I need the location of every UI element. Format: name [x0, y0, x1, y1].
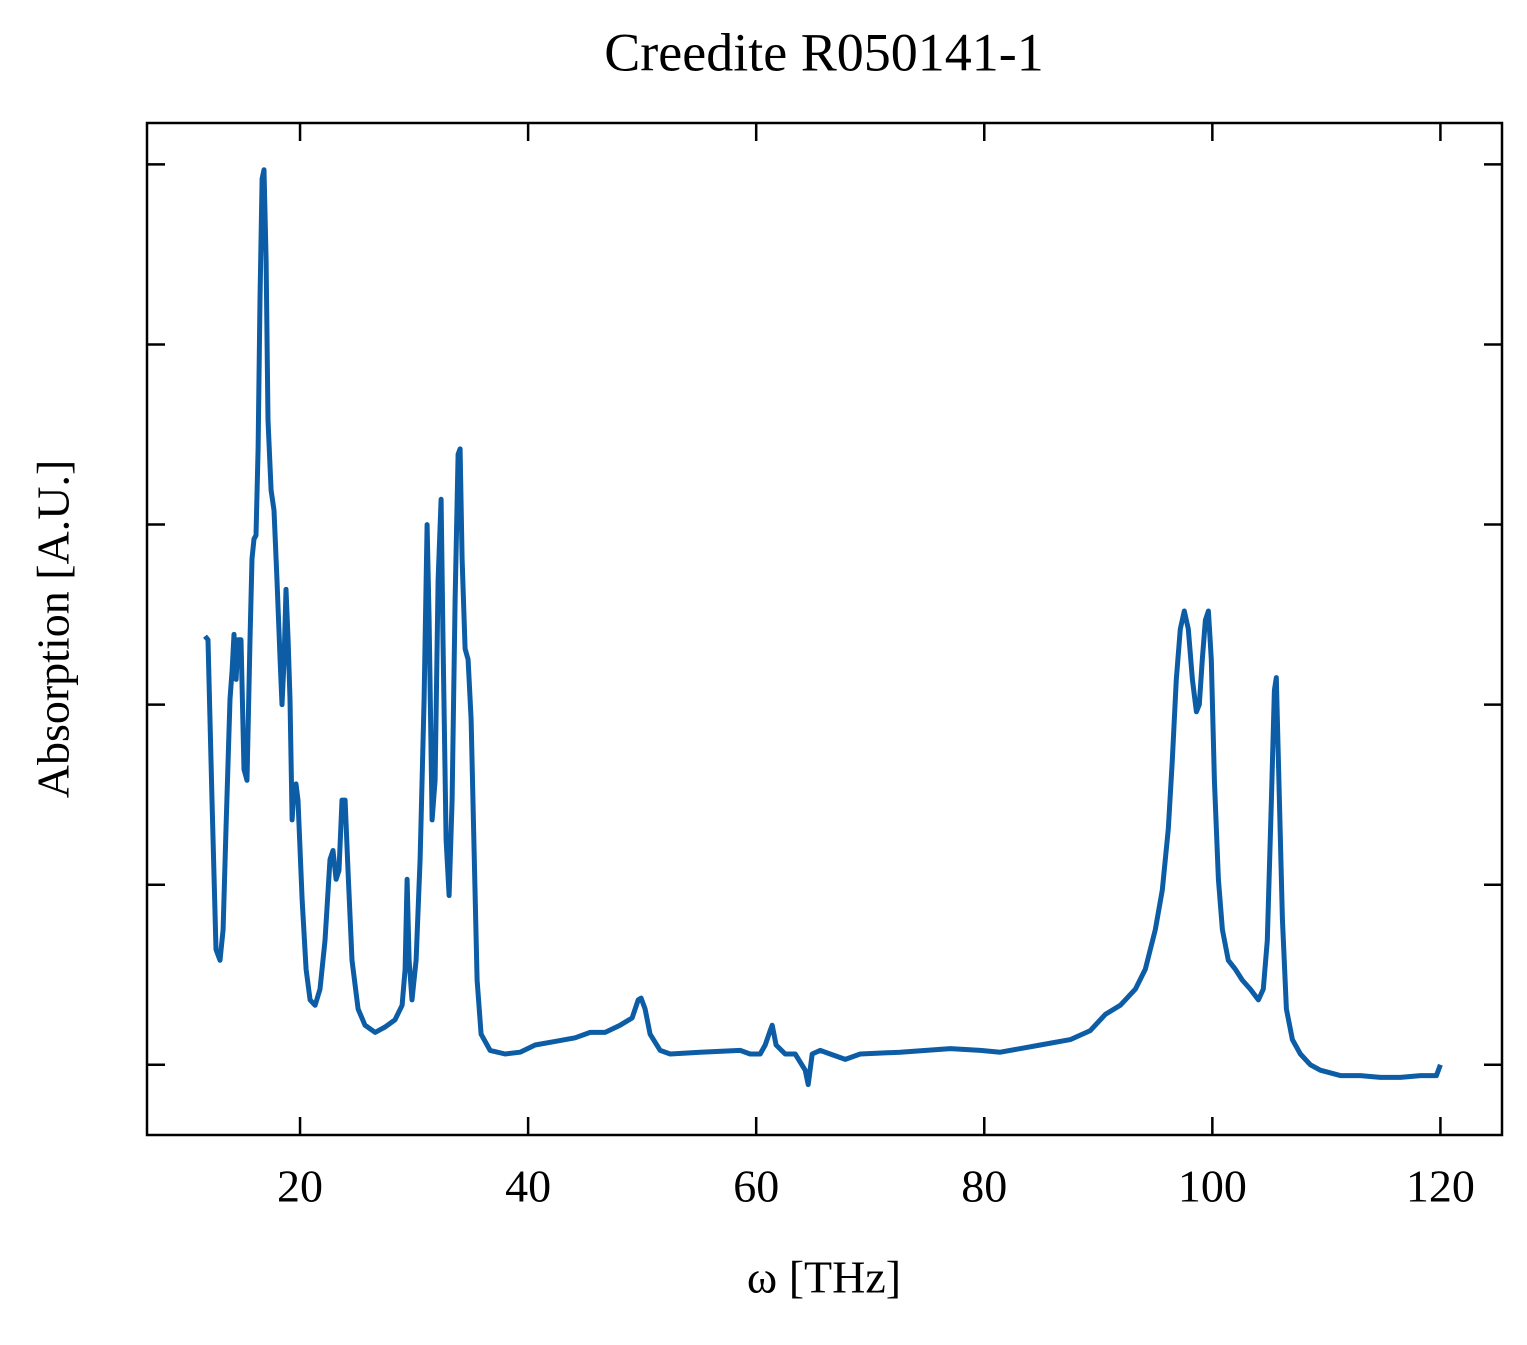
y-axis-label: Absorption [A.U.] — [28, 460, 79, 799]
x-tick-label: 20 — [277, 1161, 323, 1212]
x-tick-label: 120 — [1406, 1161, 1475, 1212]
plot-frame — [145, 121, 1504, 1137]
x-tick-label: 100 — [1178, 1161, 1247, 1212]
x-tick-label: 80 — [961, 1161, 1007, 1212]
x-tick-label: 60 — [733, 1161, 779, 1212]
x-axis-label: ω [THz] — [747, 1252, 901, 1303]
data-line — [203, 167, 1443, 1088]
chart-title: Creedite R050141-1 — [604, 22, 1043, 82]
x-tick-label: 40 — [505, 1161, 551, 1212]
